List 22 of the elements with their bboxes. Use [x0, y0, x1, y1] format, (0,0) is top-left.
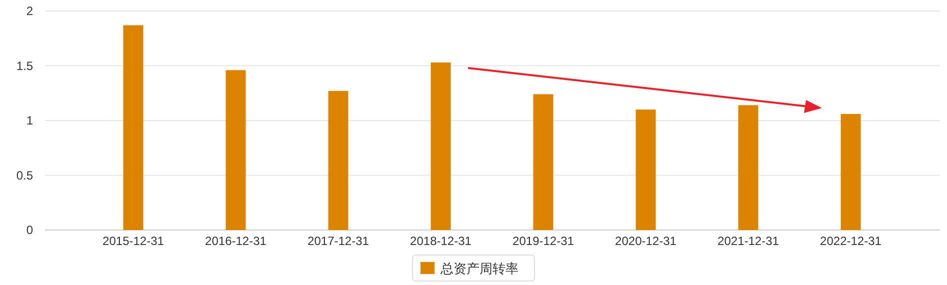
bar: [430, 62, 451, 230]
bar: [840, 114, 861, 230]
legend-label: 总资产周转率: [440, 261, 518, 276]
bar: [738, 105, 758, 230]
bar: [328, 90, 348, 230]
y-tick-label: 0: [26, 223, 34, 237]
x-tick-label: 2017-12-31: [308, 234, 370, 248]
x-tick-label: 2021-12-31: [718, 234, 780, 248]
x-tick-label: 2022-12-31: [820, 234, 882, 248]
bar: [123, 25, 144, 230]
bar: [533, 94, 554, 230]
x-tick-label: 2018-12-31: [410, 234, 472, 248]
y-tick-label: 1.5: [16, 58, 34, 73]
x-tick-label: 2020-12-31: [615, 234, 677, 248]
y-tick-label: 1: [26, 114, 34, 128]
x-tick-label: 2015-12-31: [102, 234, 164, 248]
x-tick-label: 2019-12-31: [512, 234, 574, 248]
bar: [226, 70, 246, 230]
y-tick-label: 2: [26, 4, 34, 18]
x-tick-label: 2016-12-31: [205, 234, 267, 248]
bar: [636, 110, 656, 230]
y-tick-label: 0.5: [16, 168, 34, 182]
